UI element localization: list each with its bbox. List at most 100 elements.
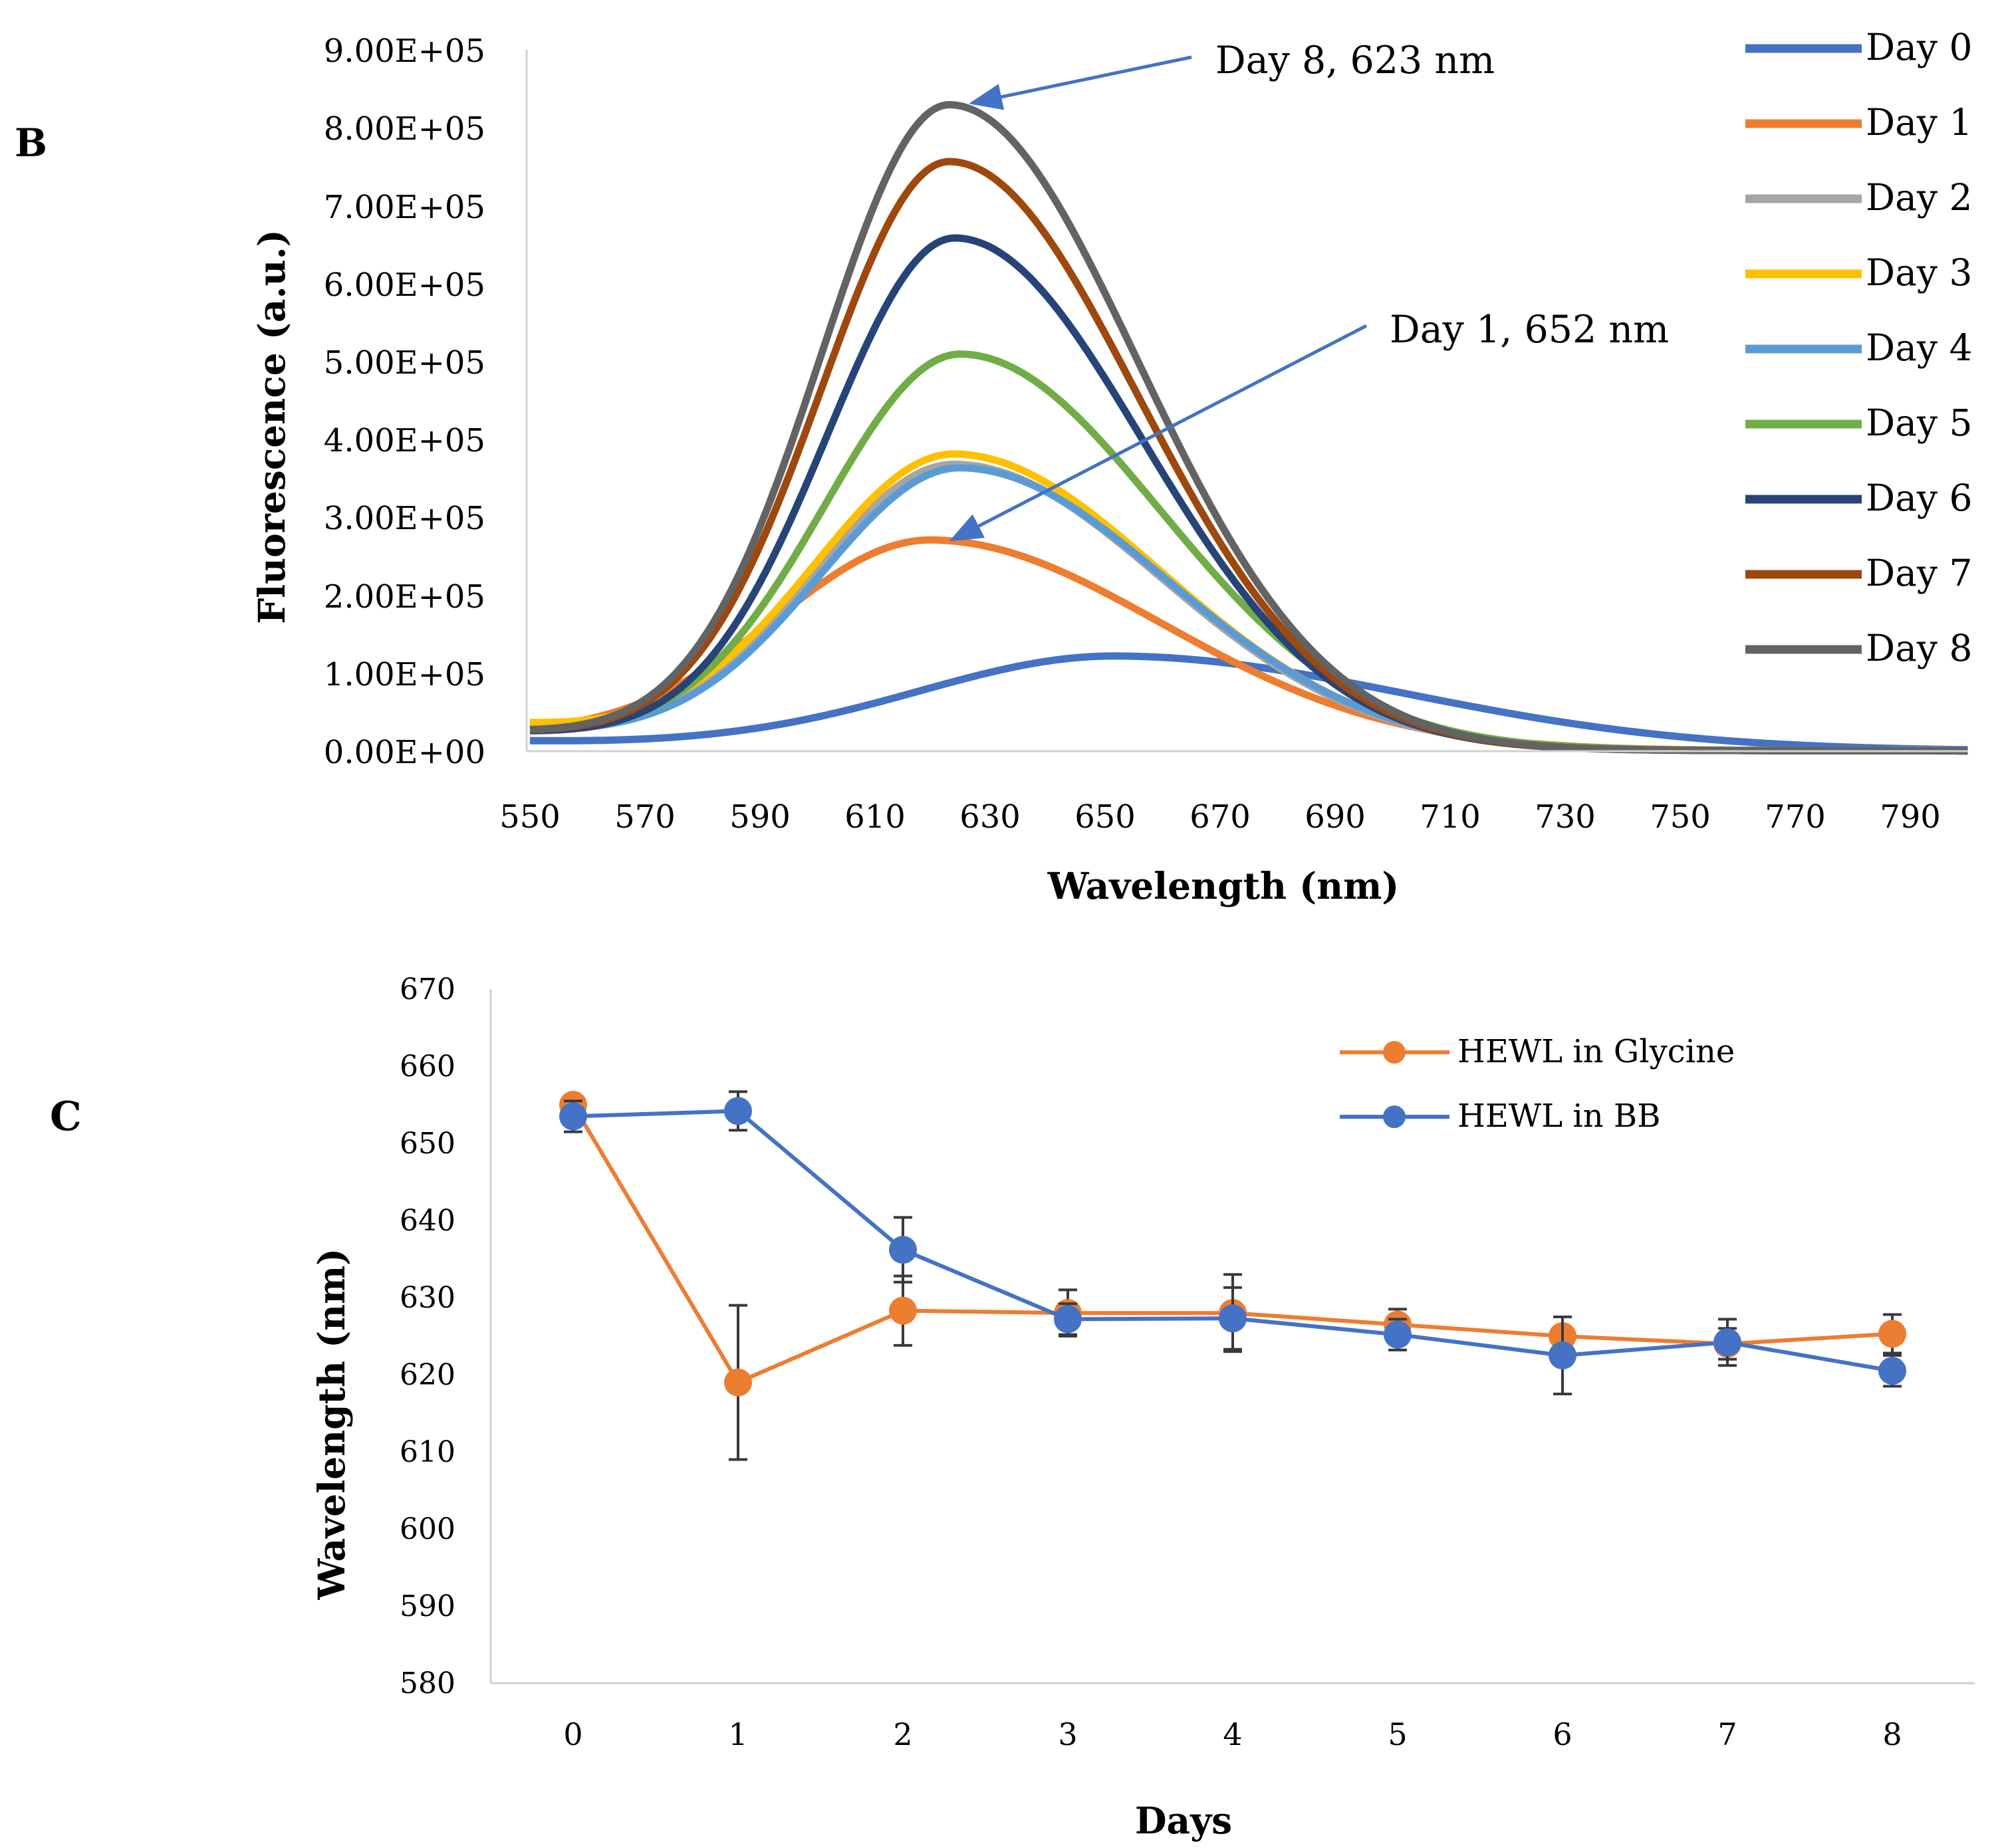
panel-b: B Fluorescence (a.u.) Wavelength (nm) 0.…	[15, 26, 1972, 907]
legend-item-hewl-bb: HEWL in BB	[1340, 1097, 1660, 1135]
panel-c-x-tick: 0	[563, 1716, 582, 1752]
data-point-bb	[1713, 1328, 1741, 1357]
spectrum-line-day-6	[529, 234, 1969, 755]
panel-c-x-tick: 2	[893, 1716, 912, 1752]
panel-c-y-tick: 620	[400, 1358, 455, 1392]
legend-item-day-6: Day 6	[1745, 477, 1972, 519]
panel-b-label: B	[15, 120, 47, 166]
panel-c-y-tick: 610	[400, 1435, 455, 1469]
panel-c-x-tick: 4	[1223, 1716, 1242, 1752]
panel-b-x-tick: 710	[1420, 798, 1481, 836]
panel-b-y-tick: 4.00E+05	[324, 422, 485, 459]
panel-b-x-tick: 670	[1190, 798, 1251, 836]
data-point-bb	[1384, 1320, 1412, 1349]
panel-b-x-axis-label: Wavelength (nm)	[1047, 864, 1400, 907]
panel-c-x-tick: 8	[1882, 1716, 1902, 1752]
panel-c-y-ticks: 580 590 600 610 620 630 640 650 660 670	[400, 973, 455, 1700]
panel-c-x-tick: 6	[1553, 1716, 1572, 1752]
panel-c: C Wavelength (nm) Days 580 590 600 610 6…	[50, 973, 1975, 1842]
panel-b-y-ticks: 0.00E+00 1.00E+05 2.00E+05 3.00E+05 4.00…	[324, 33, 485, 771]
panel-b-y-tick: 5.00E+05	[324, 344, 485, 382]
panel-b-x-tick: 570	[614, 798, 676, 836]
panel-b-y-tick: 8.00E+05	[324, 110, 485, 148]
panel-b-y-tick: 1.00E+05	[324, 656, 485, 693]
panel-c-y-tick: 600	[400, 1512, 455, 1546]
legend-label: Day 3	[1866, 251, 1972, 294]
legend-item-day-0: Day 0	[1745, 26, 1972, 68]
legend-label: Day 5	[1866, 402, 1972, 444]
legend-label: Day 8	[1866, 627, 1972, 669]
panel-b-x-tick: 690	[1305, 798, 1366, 836]
panel-c-x-tick: 3	[1058, 1716, 1077, 1752]
data-point-bb	[889, 1236, 917, 1264]
panel-c-y-tick: 670	[400, 973, 455, 1006]
panel-c-y-axis-label: Wavelength (nm)	[310, 1248, 353, 1601]
panel-b-x-tick: 650	[1074, 798, 1136, 836]
panel-b-y-tick: 0.00E+00	[324, 734, 485, 771]
data-point-bb	[1054, 1305, 1082, 1333]
legend-item-hewl-glycine: HEWL in Glycine	[1340, 1033, 1735, 1070]
panel-b-x-tick: 790	[1880, 798, 1941, 836]
panel-b-x-tick: 750	[1650, 798, 1711, 836]
legend-item-day-7: Day 7	[1745, 552, 1972, 594]
panel-c-y-tick: 630	[400, 1281, 455, 1315]
data-point-bb	[559, 1102, 587, 1131]
panel-b-x-tick: 610	[844, 798, 906, 836]
legend-label: HEWL in Glycine	[1457, 1033, 1735, 1070]
panel-c-label: C	[50, 1094, 82, 1140]
panel-b-x-tick: 770	[1765, 798, 1826, 836]
data-point-bb	[1219, 1304, 1247, 1333]
data-point-glycine	[889, 1296, 917, 1325]
legend-item-day-8: Day 8	[1745, 627, 1972, 669]
panel-b-annotation-day1: Day 1, 652 nm	[949, 308, 1669, 542]
panel-c-x-tick: 1	[728, 1716, 747, 1752]
legend-label: Day 6	[1866, 477, 1972, 519]
annotation-label: Day 1, 652 nm	[1390, 308, 1669, 352]
legend-item-day-2: Day 2	[1745, 176, 1972, 219]
panel-b-legend: Day 0 Day 1 Day 2 Day 3 Day 4 Day 5	[1745, 26, 1972, 669]
panel-c-x-tick: 7	[1717, 1716, 1737, 1752]
legend-label: Day 7	[1866, 552, 1972, 594]
legend-item-day-3: Day 3	[1745, 251, 1972, 294]
legend-label: Day 4	[1866, 326, 1972, 369]
annotation-arrow	[949, 324, 1368, 542]
legend-label: Day 0	[1866, 26, 1972, 68]
legend-item-day-1: Day 1	[1745, 101, 1972, 144]
annotation-arrow	[969, 55, 1192, 110]
panel-c-y-tick: 650	[400, 1127, 455, 1161]
legend-marker	[1383, 1105, 1406, 1128]
data-point-glycine	[1878, 1320, 1906, 1348]
legend-label: Day 2	[1866, 176, 1972, 219]
panel-b-y-tick: 6.00E+05	[324, 267, 485, 304]
panel-c-x-axis-label: Days	[1135, 1799, 1232, 1842]
panel-c-y-tick: 640	[400, 1204, 455, 1238]
legend-item-day-5: Day 5	[1745, 402, 1972, 444]
annotation-label: Day 8, 623 nm	[1215, 39, 1495, 82]
panel-c-series	[559, 1090, 1906, 1461]
panel-c-y-tick: 660	[400, 1050, 455, 1084]
panel-b-y-tick: 9.00E+05	[324, 33, 485, 70]
legend-item-day-4: Day 4	[1745, 326, 1972, 369]
panel-b-x-ticks: 550 570 590 610 630 650 670 690 710 730 …	[499, 798, 1941, 836]
panel-c-legend: HEWL in Glycine HEWL in BB	[1340, 1033, 1735, 1135]
legend-label: Day 1	[1866, 101, 1972, 144]
panel-b-x-tick: 550	[499, 798, 561, 836]
panel-b-y-tick: 7.00E+05	[324, 189, 485, 226]
data-point-bb	[1549, 1341, 1576, 1369]
panel-b-y-tick: 2.00E+05	[324, 578, 485, 616]
panel-b-x-tick: 730	[1535, 798, 1596, 836]
data-point-bb	[724, 1097, 752, 1125]
panel-c-y-tick: 590	[400, 1589, 455, 1623]
panel-c-y-tick: 580	[400, 1667, 455, 1700]
panel-c-x-tick: 5	[1388, 1716, 1407, 1752]
panel-b-y-axis-label: Fluorescence (a.u.)	[250, 229, 293, 624]
panel-b-annotation-day8: Day 8, 623 nm	[969, 39, 1495, 110]
panel-b-y-tick: 3.00E+05	[324, 500, 485, 537]
legend-marker	[1383, 1041, 1406, 1064]
data-point-bb	[1878, 1357, 1906, 1385]
legend-label: HEWL in BB	[1457, 1097, 1660, 1135]
panel-c-x-ticks: 0 1 2 3 4 5 6 7 8	[563, 1716, 1902, 1752]
panel-b-x-tick: 630	[959, 798, 1021, 836]
panel-b-x-tick: 590	[729, 798, 791, 836]
